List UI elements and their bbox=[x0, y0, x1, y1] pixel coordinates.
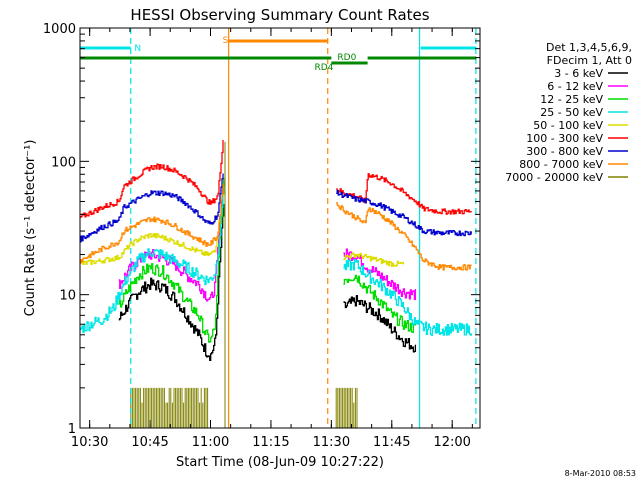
y-tick-label-0: 1 bbox=[68, 422, 76, 437]
series-line-6-0 bbox=[80, 173, 224, 243]
legend-label-5: 100 - 300 keV bbox=[526, 132, 603, 145]
legend-label-1: 6 - 12 keV bbox=[547, 80, 603, 93]
data-layer: N S RD0 RD4 bbox=[80, 28, 477, 428]
burst-column-1 bbox=[335, 387, 358, 428]
legend-label-0: 3 - 6 keV bbox=[554, 67, 603, 80]
series-line-0-0 bbox=[118, 204, 225, 361]
x-tick-label-6: 12:00 bbox=[433, 435, 470, 450]
state-label-rd4: RD4 bbox=[314, 63, 333, 73]
x-tick-label-2: 11:00 bbox=[192, 435, 229, 450]
series-line-3-1 bbox=[343, 258, 473, 336]
y-tick-label-1: 10 bbox=[59, 289, 76, 304]
series-line-4-0 bbox=[80, 217, 221, 266]
legend-label-4: 50 - 100 keV bbox=[533, 119, 603, 132]
state-label-s: S bbox=[223, 36, 229, 46]
series-line-2-1 bbox=[343, 274, 417, 334]
legend-label-7: 800 - 7000 keV bbox=[519, 158, 603, 171]
x-tick-label-3: 11:15 bbox=[252, 435, 289, 450]
axes-layer: 10:30 10:45 11:00 11:15 11:30 11:45 12:00 1 10 10… bbox=[43, 22, 480, 450]
series-line-7-0 bbox=[80, 183, 224, 264]
chart-title: HESSI Observing Summary Count Rates bbox=[130, 6, 429, 24]
legend-header-1: FDecim 1, Att 0 bbox=[547, 54, 632, 67]
burst-column-0 bbox=[130, 387, 209, 428]
series-line-0-1 bbox=[343, 294, 417, 353]
legend-label-8: 7000 - 20000 keV bbox=[505, 171, 603, 184]
series-line-6-1 bbox=[336, 189, 472, 237]
state-label-rd0: RD0 bbox=[337, 53, 356, 63]
legend-label-6: 300 - 800 keV bbox=[526, 145, 603, 158]
y-tick-label-2: 100 bbox=[51, 155, 76, 170]
series-line-5-1 bbox=[336, 173, 472, 215]
x-tick-label-4: 11:30 bbox=[313, 435, 350, 450]
x-axis-label: Start Time (08-Jun-09 10:27:22) bbox=[176, 455, 384, 470]
legend-header-0: Det 1,3,4,5,6,9, bbox=[546, 41, 632, 54]
series-line-5-0 bbox=[80, 140, 224, 218]
x-tick-label-5: 11:45 bbox=[373, 435, 410, 450]
footer-timestamp: 8-Mar-2010 08:53 bbox=[565, 469, 636, 478]
series-line-4-1 bbox=[343, 252, 405, 267]
y-tick-label-3: 1000 bbox=[43, 22, 76, 37]
x-tick-label-0: 10:30 bbox=[71, 435, 108, 450]
legend: Det 1,3,4,5,6,9,FDecim 1, Att 03 - 6 keV… bbox=[505, 41, 632, 184]
plot-frame bbox=[79, 27, 481, 429]
state-label-n: N bbox=[134, 44, 141, 54]
series-line-3-0 bbox=[80, 196, 224, 334]
legend-label-2: 12 - 25 keV bbox=[540, 93, 603, 106]
series-line-7-1 bbox=[336, 202, 472, 271]
series-line-2-0 bbox=[118, 177, 225, 343]
legend-label-3: 25 - 50 keV bbox=[540, 106, 603, 119]
y-axis-label: Count Rate (s⁻¹ detector⁻¹) bbox=[23, 140, 38, 317]
x-tick-label-1: 10:45 bbox=[131, 435, 168, 450]
